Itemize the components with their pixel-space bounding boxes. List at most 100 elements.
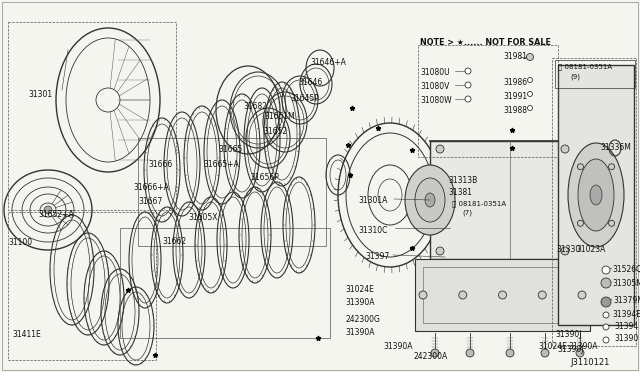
Text: 31666+A: 31666+A: [133, 183, 169, 192]
Text: 31662: 31662: [162, 237, 186, 246]
Text: 31394E: 31394E: [612, 310, 640, 319]
Text: 31390J: 31390J: [557, 345, 584, 354]
Ellipse shape: [465, 68, 471, 74]
Text: 31080V: 31080V: [420, 82, 449, 91]
Text: 31646: 31646: [298, 78, 323, 87]
Text: 31666: 31666: [148, 160, 172, 169]
Ellipse shape: [578, 159, 614, 231]
Text: 31305M: 31305M: [612, 279, 640, 288]
Text: 31390J: 31390J: [555, 330, 582, 339]
Text: 31986: 31986: [503, 78, 527, 87]
Bar: [555, 60, 635, 88]
Text: 31682: 31682: [243, 102, 267, 111]
Bar: [8, 22, 176, 210]
Text: 31411E: 31411E: [12, 330, 41, 339]
Text: 31605X: 31605X: [188, 213, 218, 222]
Ellipse shape: [431, 349, 439, 357]
Text: 31390A: 31390A: [383, 342, 413, 351]
Text: 31330: 31330: [556, 245, 580, 254]
Text: Ⓑ 08181-0351A: Ⓑ 08181-0351A: [452, 200, 506, 206]
Ellipse shape: [601, 278, 611, 288]
Text: 31390A: 31390A: [568, 342, 598, 351]
Bar: [552, 58, 636, 346]
Text: 31645P: 31645P: [290, 94, 319, 103]
Ellipse shape: [459, 291, 467, 299]
Text: 31310C: 31310C: [358, 226, 387, 235]
Ellipse shape: [541, 349, 549, 357]
Ellipse shape: [577, 164, 584, 170]
Ellipse shape: [590, 185, 602, 205]
Bar: [558, 65, 634, 325]
Ellipse shape: [578, 291, 586, 299]
Text: 31379M: 31379M: [613, 296, 640, 305]
Ellipse shape: [568, 143, 624, 247]
Ellipse shape: [538, 291, 547, 299]
Ellipse shape: [576, 349, 584, 357]
Bar: [8, 212, 156, 360]
Text: 31336M: 31336M: [600, 143, 631, 152]
Ellipse shape: [44, 206, 52, 214]
Text: 31667: 31667: [138, 197, 163, 206]
Ellipse shape: [609, 164, 614, 170]
Text: 31023A: 31023A: [576, 245, 605, 254]
Bar: [430, 141, 575, 259]
Ellipse shape: [499, 291, 506, 299]
Text: 31024E: 31024E: [538, 342, 567, 351]
Ellipse shape: [436, 247, 444, 255]
Text: 31656P: 31656P: [250, 173, 279, 182]
Bar: [415, 259, 590, 331]
Ellipse shape: [603, 324, 609, 330]
Ellipse shape: [561, 247, 569, 255]
Text: NOTE > ★...... NOT FOR SALE: NOTE > ★...... NOT FOR SALE: [420, 38, 551, 47]
Text: 242300A: 242300A: [413, 352, 447, 361]
Text: 31024E: 31024E: [345, 285, 374, 294]
Ellipse shape: [425, 193, 435, 207]
Ellipse shape: [419, 291, 427, 299]
Text: 31991: 31991: [503, 92, 527, 101]
Ellipse shape: [506, 349, 514, 357]
Text: 31988: 31988: [503, 106, 527, 115]
Ellipse shape: [527, 106, 532, 110]
Ellipse shape: [465, 96, 471, 102]
Ellipse shape: [602, 266, 610, 274]
Text: 31381: 31381: [448, 188, 472, 197]
Bar: [120, 228, 330, 338]
Text: 31100: 31100: [8, 238, 32, 247]
Ellipse shape: [603, 312, 609, 318]
Text: (9): (9): [570, 74, 580, 80]
Text: 31526Q: 31526Q: [612, 265, 640, 274]
Bar: [138, 138, 326, 246]
Text: 242300G: 242300G: [345, 315, 380, 324]
Text: 31665+A: 31665+A: [203, 160, 239, 169]
Ellipse shape: [415, 178, 445, 222]
Text: 31301: 31301: [28, 90, 52, 99]
Ellipse shape: [609, 220, 614, 226]
Text: 31080W: 31080W: [420, 96, 452, 105]
Ellipse shape: [465, 82, 471, 88]
Text: 31981: 31981: [503, 52, 527, 61]
Ellipse shape: [601, 297, 611, 307]
Text: 31390A: 31390A: [345, 298, 374, 307]
Text: 31080U: 31080U: [420, 68, 450, 77]
Text: 31665: 31665: [218, 145, 243, 154]
Text: 31390A: 31390A: [345, 328, 374, 337]
Ellipse shape: [527, 54, 534, 61]
Text: J3110121: J3110121: [570, 358, 609, 367]
Text: (7): (7): [462, 210, 472, 217]
Text: 31651M: 31651M: [264, 112, 295, 121]
Text: 31313B: 31313B: [448, 176, 477, 185]
Text: 31652+A: 31652+A: [38, 210, 74, 219]
Text: 31390: 31390: [614, 334, 638, 343]
Text: Ⓑ 08181-0351A: Ⓑ 08181-0351A: [558, 63, 612, 70]
Text: 31652: 31652: [263, 127, 287, 136]
Ellipse shape: [466, 349, 474, 357]
Bar: [418, 45, 558, 157]
Ellipse shape: [436, 145, 444, 153]
Ellipse shape: [405, 165, 455, 235]
Bar: [423, 267, 582, 323]
Text: 31397: 31397: [365, 252, 389, 261]
Text: 31394: 31394: [614, 322, 638, 331]
Text: 31301A: 31301A: [358, 196, 387, 205]
Ellipse shape: [603, 337, 609, 343]
Ellipse shape: [527, 77, 532, 83]
